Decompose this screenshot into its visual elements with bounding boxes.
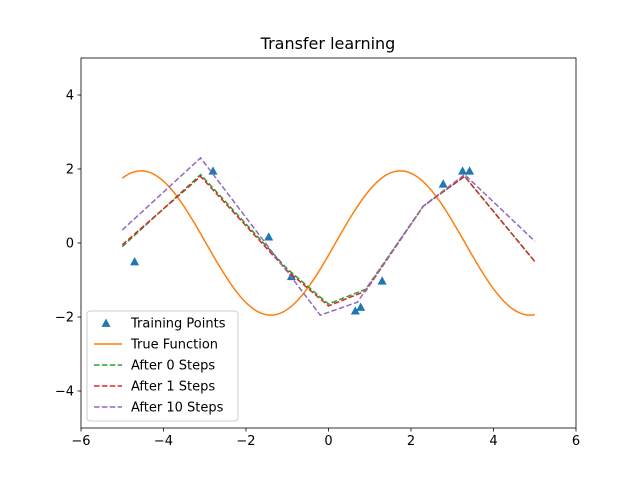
legend-box [86,310,239,422]
y-tick-label-1: −2 [55,311,74,326]
training-points-marker-6 [377,276,387,285]
legend-true-function-label: True Function [130,338,218,353]
chart-title: Transfer learning [260,34,396,53]
legend-training-points-marker [101,318,111,327]
x-axis: −6 −4 −2 0 2 4 6 [71,428,580,449]
legend-after-1-steps-label: After 1 Steps [131,380,215,395]
training-points-marker-9 [465,166,475,175]
legend-training-points-label: Training Points [130,317,226,332]
training-points-marker-1 [208,166,218,175]
x-tick-label-1: −4 [154,434,173,449]
y-tick-label-0: −4 [55,385,74,400]
legend-after-0-steps-label: After 0 Steps [131,359,215,374]
after-0-steps-line [121,173,536,305]
y-axis: −4 −2 0 2 4 [55,89,81,400]
after-10-steps-line [121,156,536,317]
y-tick-label-2: 0 [66,237,74,252]
y-tick-label-3: 2 [66,163,74,178]
training-points-marker-4 [350,306,360,315]
training-points-marker-5 [356,302,366,311]
legend: Training Points True Function After 0 Step… [86,310,239,422]
x-tick-label-0: −6 [71,434,90,449]
training-points-marker-2 [264,232,274,241]
y-tick-label-4: 4 [66,89,74,104]
training-points-marker-0 [130,257,140,266]
x-tick-label-2: −2 [236,434,255,449]
after-1-steps-line [121,175,536,307]
x-tick-label-6: 6 [572,434,580,449]
training-points-marker-7 [438,179,448,188]
true-function-line [121,170,535,316]
x-tick-label-5: 4 [489,434,497,449]
legend-after-10-steps-label: After 10 Steps [131,401,224,416]
series-group [121,156,536,317]
training-points-marker-8 [458,166,468,175]
x-tick-label-3: 0 [324,434,332,449]
x-tick-label-4: 2 [407,434,415,449]
